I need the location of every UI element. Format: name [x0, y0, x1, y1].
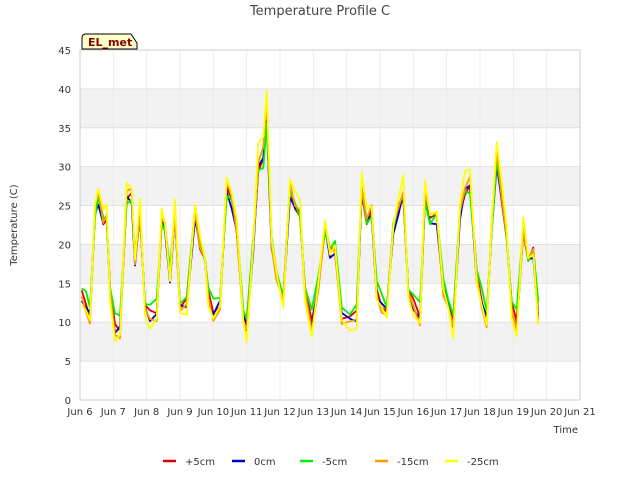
x-tick-label: Jun 17	[430, 407, 463, 418]
site-label-background	[81, 33, 138, 50]
y-tick-label: 30	[58, 163, 71, 174]
plot-frame	[79, 49, 581, 401]
y-axis-ticks: 0 5 10 15 20 25 30 35 40 45	[58, 46, 71, 407]
x-tick-label: Jun 12	[263, 407, 296, 418]
series-lines	[80, 90, 540, 344]
x-tick-label: Jun 11	[230, 407, 263, 418]
legend-item: 0cm	[232, 457, 276, 468]
legend-item: -5cm	[300, 457, 347, 468]
legend-label: 0cm	[254, 457, 276, 468]
site-label-box: EL_met	[81, 33, 138, 50]
y-tick-label: 40	[58, 85, 71, 96]
x-tick-label: Jun 16	[397, 407, 430, 418]
y-tick-label: 0	[65, 396, 71, 407]
grid-band	[80, 166, 580, 206]
legend-item: -25cm	[445, 457, 499, 468]
legend-label: -25cm	[467, 457, 499, 468]
y-tick-label: 15	[58, 279, 71, 290]
legend-label: +5cm	[185, 457, 215, 468]
x-tick-label: Jun 15	[363, 407, 396, 418]
y-tick-label: 5	[65, 357, 71, 368]
y-tick-label: 10	[58, 318, 71, 329]
x-tick-label: Jun 19	[497, 407, 530, 418]
legend-item: -15cm	[375, 457, 429, 468]
legend-item: +5cm	[163, 457, 215, 468]
y-tick-label: 25	[58, 202, 71, 213]
legend-label: -15cm	[397, 457, 429, 468]
x-tick-label: Jun 6	[66, 407, 92, 418]
legend-label: -5cm	[322, 457, 347, 468]
y-tick-label: 35	[58, 124, 71, 135]
chart-title: Temperature Profile C	[249, 4, 390, 19]
site-label: EL_met	[88, 36, 132, 49]
x-tick-label: Jun 20	[530, 407, 563, 418]
grid-band	[80, 322, 580, 362]
series-line--25cm	[81, 90, 540, 344]
x-axis-label: Time	[553, 425, 578, 436]
x-tick-label: Jun 21	[563, 407, 596, 418]
y-axis-label: Temperature (C)	[9, 184, 20, 266]
x-tick-label: Jun 9	[166, 407, 192, 418]
x-tick-label: Jun 7	[100, 407, 126, 418]
y-tick-label: 45	[58, 46, 71, 57]
y-tick-label: 20	[58, 240, 71, 251]
grid-band	[80, 88, 580, 128]
x-axis-ticks: Jun 6 Jun 7 Jun 8 Jun 9 Jun 10 Jun 11 Jun 12 Ju…	[66, 407, 595, 418]
x-tick-label: Jun 8	[133, 407, 159, 418]
x-tick-label: Jun 14	[330, 407, 363, 418]
legend: +5cm 0cm -5cm -15cm -25cm	[163, 457, 499, 468]
x-tick-label: Jun 13	[297, 407, 330, 418]
x-tick-label: Jun 10	[197, 407, 230, 418]
x-tick-label: Jun 18	[463, 407, 496, 418]
